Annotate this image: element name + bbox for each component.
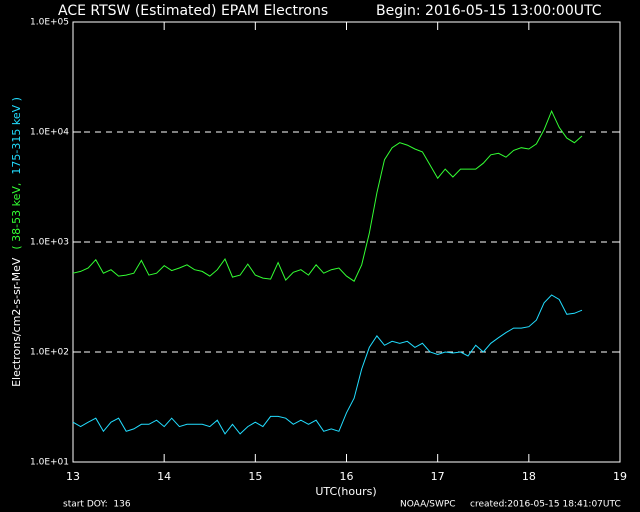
footer-created: created:2016-05-15 18:41:07UTC [470,500,621,510]
y-tick-label: 1.0E+01 [30,458,69,468]
chart-subtitle: Begin: 2016-05-15 13:00:00UTC [376,3,602,19]
x-tick-label: 18 [522,470,536,483]
y-label-unit: Electrons/cm2-s-sr-MeV [10,257,23,387]
x-tick-label: 17 [431,470,445,483]
series-line [72,109,583,282]
x-tick-label: 15 [248,470,262,483]
y-tick-label: 1.0E+04 [30,128,69,138]
x-tick-label: 14 [157,470,171,483]
chart-title: ACE RTSW (Estimated) EPAM Electrons [58,3,328,19]
y-label-high: 175-315 keV ) [10,97,23,175]
y-tick-label: 1.0E+05 [30,18,69,28]
footer-source: NOAA/SWPC [400,500,456,510]
y-tick-label: 1.0E+03 [30,238,69,248]
y-axis-label: Electrons/cm2-s-sr-MeV ( 38-53 keV, 175-31… [10,97,23,387]
x-tick-label: 16 [340,470,354,483]
x-axis-label: UTC(hours) [315,485,376,498]
y-tick-label: 1.0E+02 [30,348,69,358]
series-line [72,294,583,435]
y-label-low: ( 38-53 keV, [10,183,23,250]
footer-start: start DOY: 136 [63,500,131,510]
x-tick-label: 19 [613,470,627,483]
x-tick-label: 13 [66,470,80,483]
